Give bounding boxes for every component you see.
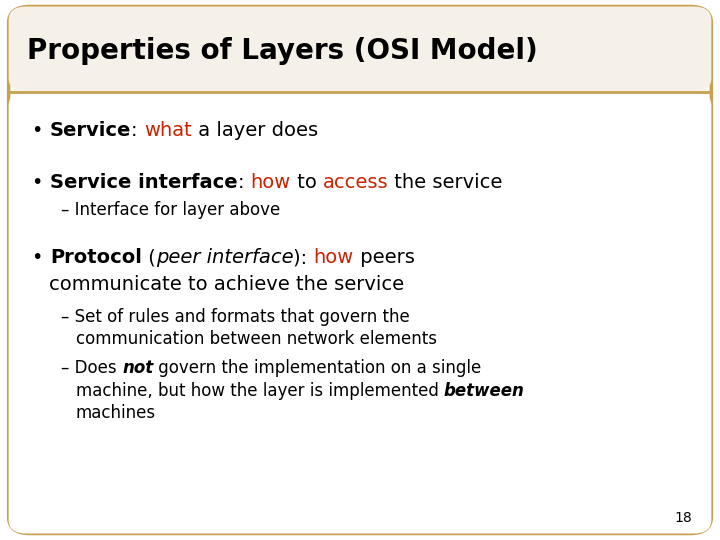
Text: •: • <box>32 122 50 140</box>
Text: Service interface: Service interface <box>50 173 238 192</box>
Text: – Does: – Does <box>61 359 122 377</box>
Text: – Interface for layer above: – Interface for layer above <box>61 201 281 219</box>
Text: :: : <box>238 173 251 192</box>
Text: communication between network elements: communication between network elements <box>76 330 436 348</box>
Text: between: between <box>444 382 525 400</box>
Text: peer interface: peer interface <box>156 248 293 267</box>
Text: how: how <box>251 173 291 192</box>
Text: •: • <box>32 173 50 192</box>
Text: Properties of Layers (OSI Model): Properties of Layers (OSI Model) <box>27 37 538 65</box>
Text: peers: peers <box>354 248 415 267</box>
Text: (: ( <box>142 248 156 267</box>
Text: •: • <box>32 248 50 267</box>
Text: govern the implementation on a single: govern the implementation on a single <box>153 359 482 377</box>
Text: to: to <box>291 173 323 192</box>
Text: not: not <box>122 359 153 377</box>
Text: communicate to achieve the service: communicate to achieve the service <box>49 275 404 294</box>
Text: a layer does: a layer does <box>192 122 318 140</box>
Text: Protocol: Protocol <box>50 248 142 267</box>
Text: 18: 18 <box>675 511 693 525</box>
Text: machines: machines <box>76 404 156 422</box>
Text: how: how <box>314 248 354 267</box>
Text: – Set of rules and formats that govern the: – Set of rules and formats that govern t… <box>61 308 410 326</box>
Text: ):: ): <box>293 248 314 267</box>
Text: access: access <box>323 173 388 192</box>
Text: :: : <box>132 122 144 140</box>
Text: the service: the service <box>388 173 503 192</box>
Text: what: what <box>144 122 192 140</box>
Text: Service: Service <box>50 122 132 140</box>
Text: machine, but how the layer is implemented: machine, but how the layer is implemente… <box>76 382 444 400</box>
